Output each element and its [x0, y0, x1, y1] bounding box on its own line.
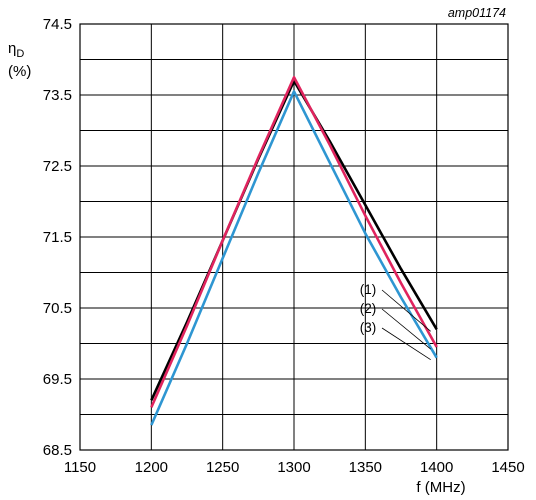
annotation-leader — [381, 308, 431, 350]
x-tick-label: 1200 — [135, 459, 168, 476]
y-tick-label: 72.5 — [43, 158, 72, 175]
series-annotation: (2) — [360, 301, 377, 316]
plot-frame — [79, 23, 509, 451]
x-tick-label: 1400 — [420, 459, 453, 476]
series-line — [150, 90, 438, 426]
y-tick-label: 73.5 — [43, 87, 72, 104]
series-annotation: (3) — [360, 320, 377, 335]
y-axis-unit: (%) — [8, 63, 31, 80]
x-tick-labels: 1150 1200 1250 1300 1350 1400 1450 — [64, 459, 525, 476]
y-axis-subscript: D — [16, 48, 24, 60]
y-tick-label: 70.5 — [43, 300, 72, 317]
series-annotation: (1) — [360, 282, 377, 297]
y-axis-symbol: η — [8, 40, 16, 57]
annotation-leader — [381, 289, 431, 332]
series-lines — [150, 75, 438, 426]
x-tick-label: 1250 — [206, 459, 239, 476]
series-annotations: (1) (2) (3) — [360, 282, 431, 361]
y-tick-label: 71.5 — [43, 229, 72, 246]
series-line — [150, 75, 438, 408]
x-tick-label: 1150 — [64, 459, 96, 476]
x-tick-label: 1450 — [491, 459, 524, 476]
y-tick-labels: 68.5 69.5 70.5 71.5 72.5 73.5 74.5 — [43, 16, 72, 459]
y-axis-label: ηD — [8, 40, 24, 60]
x-tick-label: 1300 — [277, 459, 310, 476]
figure-id: amp01174 — [448, 6, 506, 20]
x-axis-label: f (MHz) — [416, 479, 465, 496]
y-tick-label: 68.5 — [43, 442, 72, 459]
x-tick-label: 1350 — [349, 459, 382, 476]
annotation-leader — [381, 327, 431, 361]
y-tick-label: 74.5 — [43, 16, 72, 33]
grid — [79, 23, 509, 451]
y-tick-label: 69.5 — [43, 371, 72, 388]
